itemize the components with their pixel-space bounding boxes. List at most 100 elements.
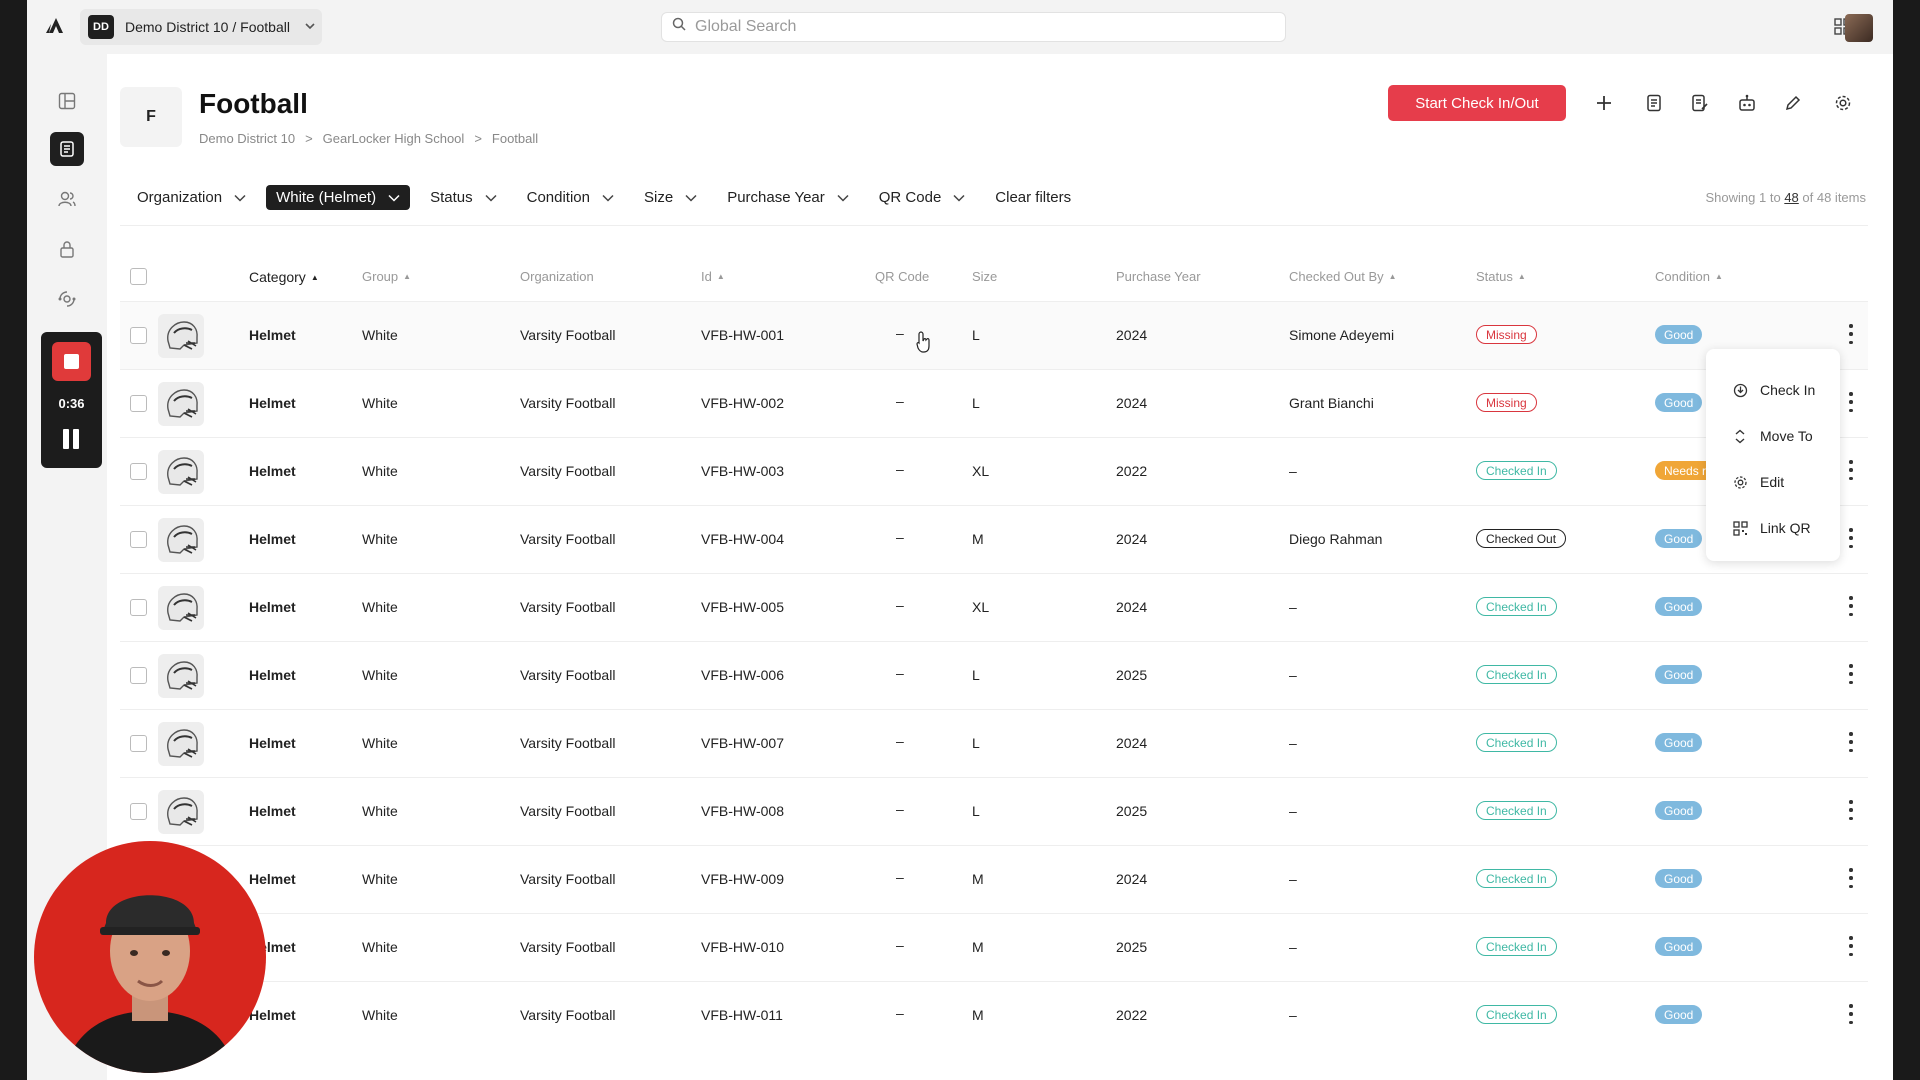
column-header-checked-out-by[interactable]: Checked Out By ▲ bbox=[1289, 269, 1397, 284]
table-row[interactable]: Helmet White Varsity Football VFB-HW-008 – L 2… bbox=[120, 777, 1868, 845]
plus-icon[interactable] bbox=[1593, 92, 1615, 114]
row-checkbox[interactable] bbox=[130, 803, 147, 820]
cell-category[interactable]: Helmet bbox=[249, 735, 296, 751]
filter-qr-code[interactable]: QR Code bbox=[869, 185, 976, 210]
filter-status[interactable]: Status bbox=[420, 185, 507, 210]
column-header-size[interactable]: Size bbox=[972, 269, 998, 284]
breadcrumb-team[interactable]: Football bbox=[491, 131, 539, 146]
table-row[interactable]: Helmet White Varsity Football VFB-HW-006 – L 2… bbox=[120, 641, 1868, 709]
menu-item-move-to[interactable]: Move To bbox=[1706, 413, 1840, 459]
cell-category[interactable]: Helmet bbox=[249, 531, 296, 547]
table-row[interactable]: Helmet White Varsity Football VFB-HW-011 – M 2… bbox=[120, 981, 1868, 1049]
user-avatar[interactable] bbox=[1845, 14, 1873, 42]
qr-icon bbox=[1732, 520, 1748, 536]
column-header-organization[interactable]: Organization bbox=[520, 269, 594, 284]
inventory-icon[interactable] bbox=[50, 132, 84, 166]
cell-category[interactable]: Helmet bbox=[249, 1007, 296, 1023]
layout-panel-icon[interactable] bbox=[55, 89, 79, 113]
cell-id: VFB-HW-001 bbox=[701, 327, 784, 343]
report-icon[interactable] bbox=[1643, 92, 1665, 114]
more-actions-icon[interactable] bbox=[1848, 324, 1854, 344]
page-size-selector[interactable]: 48 bbox=[1784, 190, 1799, 205]
row-checkbox[interactable] bbox=[130, 667, 147, 684]
more-actions-icon[interactable] bbox=[1848, 1004, 1854, 1024]
more-actions-icon[interactable] bbox=[1848, 936, 1854, 956]
filter-label: Condition bbox=[526, 188, 590, 206]
more-actions-icon[interactable] bbox=[1848, 732, 1854, 752]
column-header-purchase-year[interactable]: Purchase Year bbox=[1116, 269, 1201, 284]
cell-category[interactable]: Helmet bbox=[249, 871, 296, 887]
cell-checked-out-by: – bbox=[1289, 667, 1297, 683]
table-row[interactable]: Helmet White Varsity Football VFB-HW-004 – M 2… bbox=[120, 505, 1868, 573]
table-row[interactable]: Helmet White Varsity Football VFB-HW-007 – L 2… bbox=[120, 709, 1868, 777]
menu-item-edit[interactable]: Edit bbox=[1706, 459, 1840, 505]
pencil-icon[interactable] bbox=[1782, 92, 1804, 114]
pause-icon[interactable] bbox=[63, 429, 79, 449]
more-actions-icon[interactable] bbox=[1848, 392, 1854, 412]
row-checkbox[interactable] bbox=[130, 395, 147, 412]
column-header-condition[interactable]: Condition ▲ bbox=[1655, 269, 1723, 284]
lock-icon[interactable] bbox=[55, 237, 79, 261]
clear-filters-button[interactable]: Clear filters bbox=[995, 188, 1072, 206]
stop-recording-button[interactable] bbox=[52, 342, 91, 381]
filter-size[interactable]: Size bbox=[634, 185, 707, 210]
row-checkbox[interactable] bbox=[130, 599, 147, 616]
filter-purchase-year[interactable]: Purchase Year bbox=[717, 185, 859, 210]
more-actions-icon[interactable] bbox=[1848, 800, 1854, 820]
cell-size: XL bbox=[972, 463, 990, 479]
app-logo-icon[interactable] bbox=[45, 15, 67, 37]
organization-switcher[interactable]: DD Demo District 10 / Football bbox=[80, 9, 322, 45]
column-header-status[interactable]: Status ▲ bbox=[1476, 269, 1526, 284]
column-header-id[interactable]: Id ▲ bbox=[701, 269, 725, 284]
breadcrumb-district[interactable]: Demo District 10 bbox=[199, 131, 296, 146]
cell-checked-out-by: Simone Adeyemi bbox=[1289, 327, 1395, 343]
filter-group[interactable]: White (Helmet) bbox=[266, 184, 411, 210]
filter-organization[interactable]: Organization bbox=[127, 185, 256, 210]
column-header-category[interactable]: Category ▲ bbox=[249, 269, 319, 285]
cell-purchase-year: 2024 bbox=[1116, 599, 1148, 615]
cell-organization: Varsity Football bbox=[520, 667, 616, 683]
breadcrumb-school[interactable]: GearLocker High School bbox=[322, 131, 465, 146]
menu-item-check-in[interactable]: Check In bbox=[1706, 367, 1840, 413]
cell-category[interactable]: Helmet bbox=[249, 395, 296, 411]
cell-category[interactable]: Helmet bbox=[249, 327, 296, 343]
cell-category[interactable]: Helmet bbox=[249, 667, 296, 683]
app-window: DD Demo District 10 / Football bbox=[27, 0, 1893, 1080]
start-check-in-out-button[interactable]: Start Check In/Out bbox=[1388, 85, 1566, 121]
column-header-group[interactable]: Group ▲ bbox=[362, 269, 412, 284]
row-checkbox[interactable] bbox=[130, 531, 147, 548]
more-actions-icon[interactable] bbox=[1848, 596, 1854, 616]
cell-qr-code: – bbox=[896, 325, 904, 341]
filter-condition[interactable]: Condition bbox=[517, 185, 624, 210]
table-row[interactable]: Helmet White Varsity Football VFB-HW-001 – L 2… bbox=[120, 301, 1868, 369]
cell-category[interactable]: Helmet bbox=[249, 599, 296, 615]
column-header-qr-code[interactable]: QR Code bbox=[875, 269, 930, 284]
row-checkbox[interactable] bbox=[130, 735, 147, 752]
condition-badge: Good bbox=[1655, 597, 1703, 616]
table-row[interactable]: Helmet White Varsity Football VFB-HW-009 – M 2… bbox=[120, 845, 1868, 913]
helmet-thumbnail-icon bbox=[158, 654, 204, 698]
global-search[interactable] bbox=[661, 12, 1286, 42]
cell-category[interactable]: Helmet bbox=[249, 463, 296, 479]
select-all-checkbox[interactable] bbox=[130, 268, 147, 285]
helmet-thumbnail-icon bbox=[158, 314, 204, 358]
more-actions-icon[interactable] bbox=[1848, 460, 1854, 480]
table-row[interactable]: Helmet White Varsity Football VFB-HW-002 – L 2… bbox=[120, 369, 1868, 437]
integrations-icon[interactable] bbox=[55, 287, 79, 311]
gear-icon[interactable] bbox=[1832, 92, 1854, 114]
table-row[interactable]: Helmet White Varsity Football VFB-HW-005 – XL… bbox=[120, 573, 1868, 641]
table-row[interactable]: Helmet White Varsity Football VFB-HW-010– M 2… bbox=[120, 913, 1868, 981]
global-search-input[interactable] bbox=[695, 18, 1255, 36]
row-checkbox[interactable] bbox=[130, 327, 147, 344]
users-icon[interactable] bbox=[55, 187, 79, 211]
more-actions-icon[interactable] bbox=[1848, 528, 1854, 548]
table-row[interactable]: Helmet White Varsity Football VFB-HW-003 – XL… bbox=[120, 437, 1868, 505]
cell-category[interactable]: Helmet bbox=[249, 803, 296, 819]
robot-icon[interactable] bbox=[1736, 92, 1758, 114]
cell-group: White bbox=[362, 463, 398, 479]
more-actions-icon[interactable] bbox=[1848, 868, 1854, 888]
document-edit-icon[interactable] bbox=[1689, 92, 1711, 114]
row-checkbox[interactable] bbox=[130, 463, 147, 480]
menu-item-link-qr[interactable]: Link QR bbox=[1706, 505, 1840, 551]
more-actions-icon[interactable] bbox=[1848, 664, 1854, 684]
